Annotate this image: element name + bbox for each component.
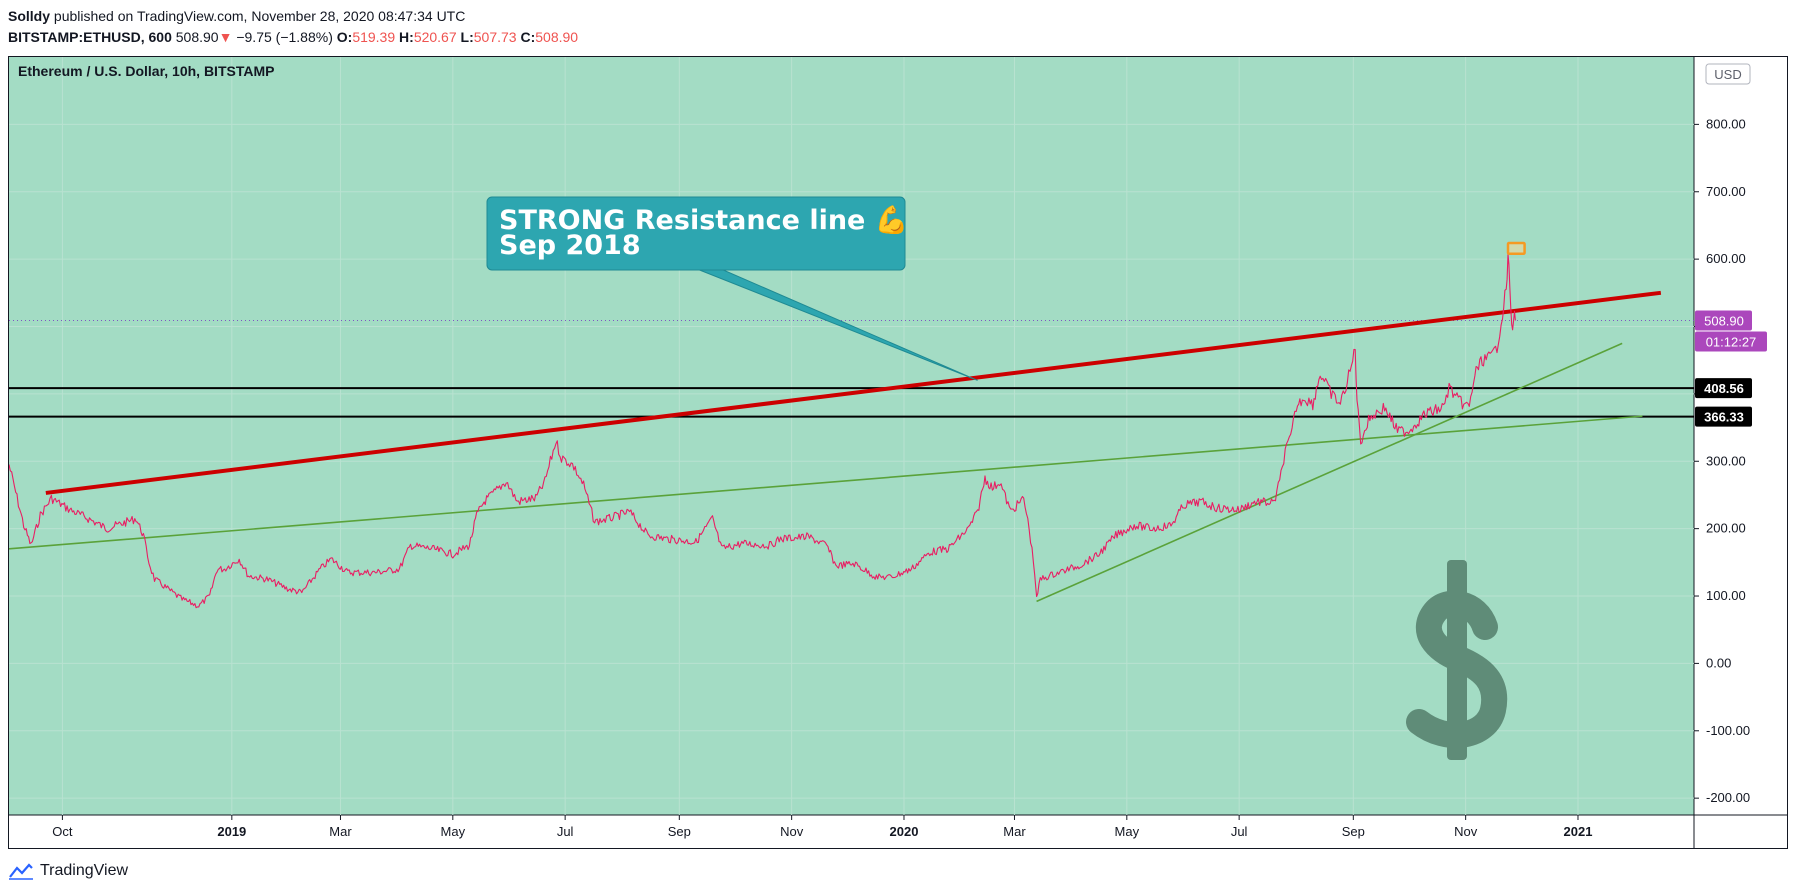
close-value: 508.90	[535, 29, 579, 45]
y-tick-label: 200.00	[1706, 521, 1746, 536]
price-axis-background	[1694, 57, 1787, 815]
high-value: 520.67	[413, 29, 457, 45]
chart-frame[interactable]: 800.00700.00600.00500.00400.00300.00200.…	[8, 56, 1788, 849]
trendline-march-support	[1036, 342, 1623, 603]
down-arrow-icon: ▼	[218, 29, 233, 45]
price-tag-box	[1695, 406, 1752, 427]
x-tick-label: 2020	[890, 824, 919, 839]
price-tag-label: 508.90	[1704, 314, 1744, 329]
countdown-label: 01:12:27	[1706, 335, 1757, 350]
x-tick-label: Jul	[1231, 824, 1248, 839]
x-tick-label: 2021	[1564, 824, 1593, 839]
currency-badge: USD	[1705, 63, 1751, 85]
price-chart[interactable]: 800.00700.00600.00500.00400.00300.00200.…	[9, 57, 1787, 848]
level-price-tag: 366.33	[1695, 406, 1752, 427]
dollar-bar	[1447, 560, 1467, 760]
y-tick-label: 100.00	[1706, 588, 1746, 603]
callout-box	[486, 196, 906, 271]
x-tick-label: Sep	[668, 824, 691, 839]
tradingview-logo-icon	[9, 863, 33, 880]
x-tick-label: Nov	[1454, 824, 1478, 839]
countdown-tag: 01:12:27	[1695, 331, 1767, 352]
currency-label: USD	[1714, 67, 1741, 82]
x-tick-label: Nov	[780, 824, 804, 839]
low-label: L:	[460, 29, 474, 45]
ohlc-legend: BITSTAMP:ETHUSD, 600 508.90▼ −9.75 (−1.8…	[8, 29, 578, 45]
y-tick-label: 700.00	[1706, 184, 1746, 199]
callout-text-line1: STRONG Resistance line 💪	[499, 204, 908, 236]
tradingview-branding[interactable]: TradingView	[8, 862, 128, 880]
price-series-line	[9, 253, 1516, 609]
price-tag-label: 366.33	[1704, 410, 1744, 425]
price-tag-box	[1695, 310, 1752, 331]
open-label: O:	[336, 29, 353, 45]
x-tick-label: Mar	[329, 824, 352, 839]
highlight-box	[1506, 241, 1526, 255]
countdown-box	[1695, 331, 1767, 352]
x-tick-label: Mar	[1003, 824, 1026, 839]
low-value: 507.73	[473, 29, 517, 45]
resistance-callout: STRONG Resistance line 💪Sep 2018	[486, 196, 978, 381]
x-tick-label: Oct	[52, 824, 73, 839]
chart-title: Ethereum / U.S. Dollar, 10h, BITSTAMP	[18, 63, 274, 79]
y-tick-label: -200.00	[1706, 790, 1750, 805]
y-tick-label: 800.00	[1706, 116, 1746, 131]
plot-background	[9, 57, 1694, 815]
high-label: H:	[399, 29, 414, 45]
last-price: 508.90	[175, 29, 219, 45]
symbol-label: BITSTAMP:ETHUSD, 600	[8, 29, 172, 45]
dollar-sign-icon	[1406, 560, 1508, 760]
y-tick-label: -100.00	[1706, 723, 1750, 738]
tradingview-brand-text: TradingView	[40, 862, 129, 879]
price-tag-box	[1695, 378, 1752, 399]
x-tick-label: Jul	[557, 824, 574, 839]
y-tick-label: 0.00	[1706, 655, 1731, 670]
time-axis-background	[9, 815, 1694, 848]
last-price-tag: 508.90	[1695, 310, 1752, 331]
level-price-tag: 408.56	[1695, 378, 1752, 399]
close-label: C:	[520, 29, 536, 45]
x-tick-label: May	[1115, 824, 1140, 839]
published-text: published on TradingView.com, November 2…	[53, 8, 466, 24]
price-tag-label: 408.56	[1704, 381, 1744, 396]
x-tick-label: Sep	[1342, 824, 1365, 839]
publish-info: Solldy published on TradingView.com, Nov…	[8, 8, 465, 24]
callout-text-line2: Sep 2018	[499, 230, 641, 261]
trendline-long-support	[9, 415, 1643, 550]
y-tick-label: 600.00	[1706, 251, 1746, 266]
x-tick-label: 2019	[217, 824, 246, 839]
x-tick-label: May	[441, 824, 466, 839]
trendline-resistance	[45, 290, 1662, 495]
open-value: 519.39	[352, 29, 396, 45]
y-tick-label: 300.00	[1706, 453, 1746, 468]
author-name[interactable]: Solldy	[8, 8, 51, 24]
change-value: −9.75 (−1.88%)	[236, 29, 333, 45]
currency-badge-box	[1705, 63, 1751, 85]
